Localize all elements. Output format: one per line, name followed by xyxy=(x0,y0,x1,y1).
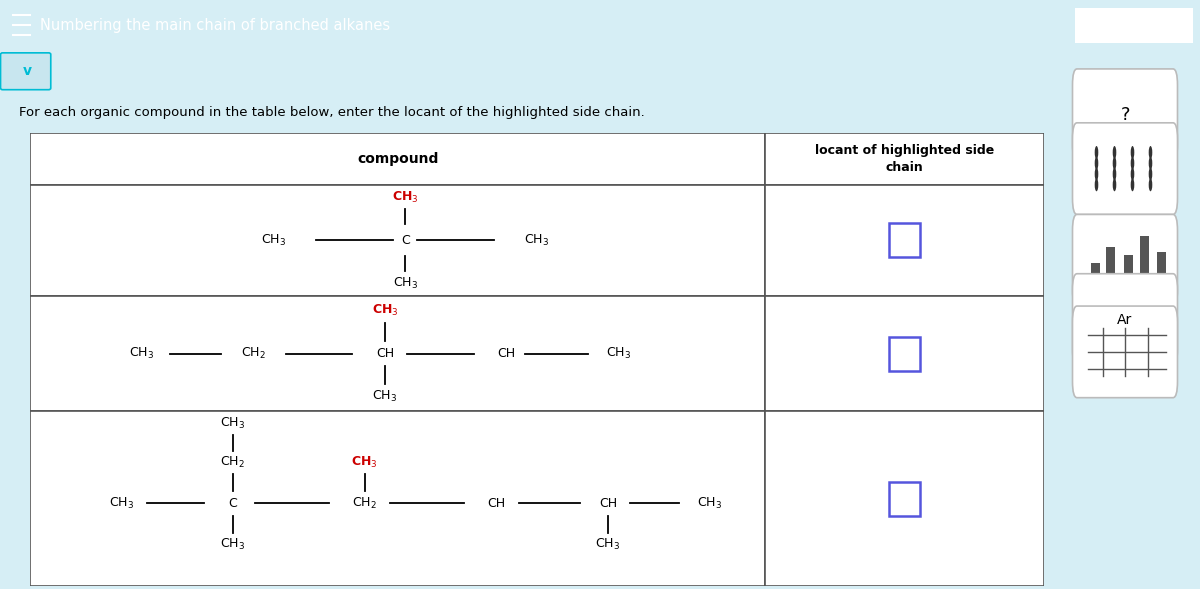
Text: CH$_3$: CH$_3$ xyxy=(606,346,631,361)
Text: CH: CH xyxy=(487,497,505,510)
Circle shape xyxy=(1112,157,1116,170)
Bar xyxy=(1123,255,1133,284)
Circle shape xyxy=(1148,146,1152,159)
Text: CH$_3$: CH$_3$ xyxy=(221,416,245,432)
Text: CH$_3$: CH$_3$ xyxy=(372,389,397,404)
Bar xyxy=(766,185,1044,296)
Text: CH$_2$: CH$_2$ xyxy=(221,455,245,470)
Circle shape xyxy=(1112,146,1116,159)
FancyBboxPatch shape xyxy=(0,53,50,90)
Text: Ar: Ar xyxy=(1117,313,1133,326)
Circle shape xyxy=(1130,178,1134,191)
Bar xyxy=(1157,252,1165,284)
Bar xyxy=(30,185,766,296)
Circle shape xyxy=(1094,146,1098,159)
Circle shape xyxy=(1130,157,1134,170)
Circle shape xyxy=(1130,146,1134,159)
Circle shape xyxy=(1112,167,1116,180)
Circle shape xyxy=(1094,157,1098,170)
Bar xyxy=(1140,236,1150,284)
Bar xyxy=(1091,263,1099,284)
Text: CH$_3$: CH$_3$ xyxy=(595,537,620,552)
Text: v: v xyxy=(23,64,31,78)
Circle shape xyxy=(1094,178,1098,191)
Circle shape xyxy=(1148,178,1152,191)
Bar xyxy=(1075,8,1193,42)
Text: CH$_2$: CH$_2$ xyxy=(352,496,377,511)
Text: CH$_3$: CH$_3$ xyxy=(372,303,398,318)
Bar xyxy=(889,337,919,370)
FancyBboxPatch shape xyxy=(1073,123,1177,214)
Circle shape xyxy=(1094,167,1098,180)
Bar xyxy=(766,133,1044,185)
Text: compound: compound xyxy=(356,151,438,166)
Text: locant of highlighted side
chain: locant of highlighted side chain xyxy=(815,144,995,174)
Text: CH$_3$: CH$_3$ xyxy=(392,190,419,205)
Bar xyxy=(30,296,766,412)
Bar xyxy=(766,296,1044,412)
Circle shape xyxy=(1148,157,1152,170)
Text: CH: CH xyxy=(599,497,617,510)
Circle shape xyxy=(1112,178,1116,191)
Text: CH$_3$: CH$_3$ xyxy=(524,233,550,248)
Bar xyxy=(30,412,766,586)
Text: CH: CH xyxy=(498,347,516,360)
Circle shape xyxy=(1130,167,1134,180)
Bar xyxy=(766,412,1044,586)
Text: C: C xyxy=(401,234,409,247)
Text: CH$_3$: CH$_3$ xyxy=(697,496,722,511)
Circle shape xyxy=(1148,167,1152,180)
FancyBboxPatch shape xyxy=(1073,274,1177,365)
Text: CH$_3$: CH$_3$ xyxy=(109,496,134,511)
FancyBboxPatch shape xyxy=(1073,214,1177,306)
Text: CH$_3$: CH$_3$ xyxy=(221,537,245,552)
Bar xyxy=(889,482,919,516)
Text: CH$_3$: CH$_3$ xyxy=(260,233,286,248)
Text: Numbering the main chain of branched alkanes: Numbering the main chain of branched alk… xyxy=(40,18,390,32)
Text: CH: CH xyxy=(376,347,394,360)
Bar xyxy=(1105,247,1115,284)
Text: C: C xyxy=(228,497,238,510)
FancyBboxPatch shape xyxy=(1073,306,1177,398)
Text: CH$_2$: CH$_2$ xyxy=(241,346,265,361)
FancyBboxPatch shape xyxy=(1073,69,1177,161)
Bar xyxy=(30,133,766,185)
Bar xyxy=(889,223,919,257)
Text: For each organic compound in the table below, enter the locant of the highlighte: For each organic compound in the table b… xyxy=(19,106,644,119)
Text: ?: ? xyxy=(1121,106,1129,124)
Text: CH$_3$: CH$_3$ xyxy=(352,455,378,470)
Text: CH$_3$: CH$_3$ xyxy=(128,346,154,361)
Text: CH$_3$: CH$_3$ xyxy=(392,276,418,291)
